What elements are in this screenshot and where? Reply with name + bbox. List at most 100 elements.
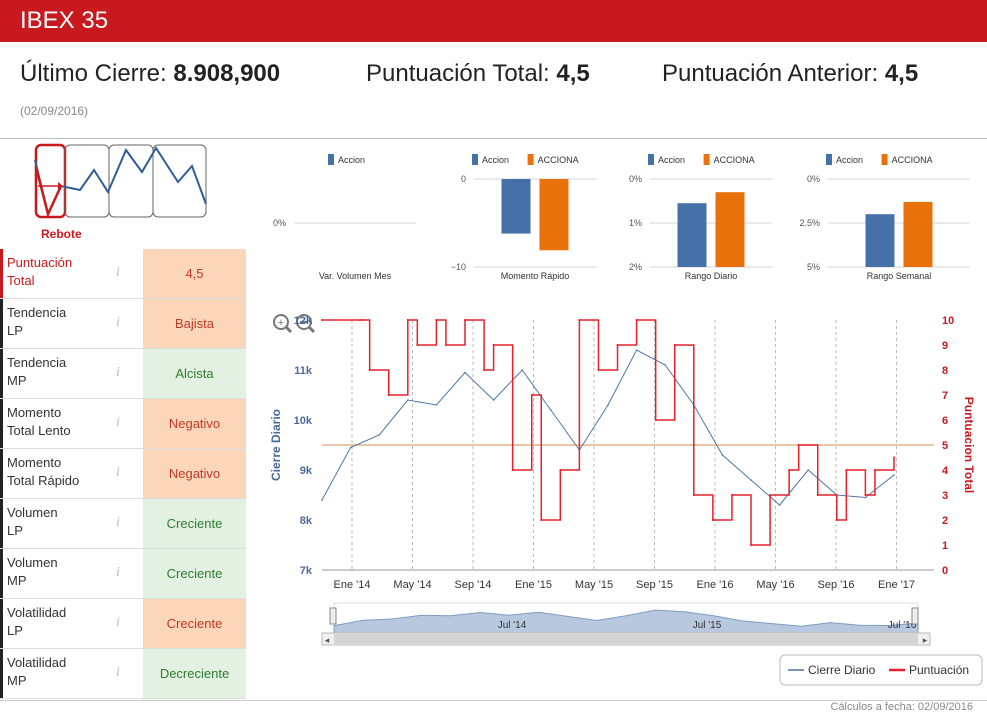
data-point xyxy=(444,344,447,346)
info-icon[interactable]: i xyxy=(116,465,120,480)
data-point xyxy=(692,494,695,496)
y-tick-label: 7k xyxy=(300,565,313,577)
x-tick-label: May '15 xyxy=(575,579,613,591)
stats-strip: Último Cierre: 8.908,900 Puntuación Tota… xyxy=(0,60,987,90)
indicator-label: Momento Total Rápido xyxy=(0,449,141,498)
indicator-label-line1: Momento xyxy=(7,455,62,470)
indicator-row: Puntuación Total i 4,5 xyxy=(0,249,246,299)
indicator-value: 4,5 xyxy=(143,249,246,298)
x-axis-label: Var. Volumen Mes xyxy=(319,271,392,281)
data-point xyxy=(797,444,800,446)
data-point xyxy=(359,319,362,321)
y2-tick-label: 0 xyxy=(942,565,948,577)
indicator-label-line2: LP xyxy=(7,623,23,638)
data-point xyxy=(835,519,838,521)
data-point xyxy=(864,496,867,499)
indicator-label-line2: MP xyxy=(7,573,27,588)
navigator-handle-left[interactable] xyxy=(329,607,337,625)
indicator-label-line2: Total Lento xyxy=(7,423,71,438)
data-point xyxy=(750,479,752,481)
data-point xyxy=(864,494,867,496)
data-point xyxy=(721,454,724,456)
indicator-label-line2: LP xyxy=(7,323,23,338)
legend-label: Cierre Diario xyxy=(808,663,876,677)
indicator-row: Momento Total Rápido i Negativo xyxy=(0,449,246,499)
range-navigator[interactable]: Jul '14 Jul '15 Jul '16 xyxy=(329,602,919,634)
x-tick-label: Ene '16 xyxy=(697,579,734,591)
y2-tick-label: 8 xyxy=(942,365,948,377)
indicator-row: Volatilidad MP i Decreciente xyxy=(0,649,246,699)
y-tick-label: −10 xyxy=(451,262,466,272)
y2-tick-label: 4 xyxy=(942,465,949,477)
header-bar: IBEX 35 xyxy=(0,0,987,42)
info-icon[interactable]: i xyxy=(116,315,120,330)
navigator-handle-right[interactable] xyxy=(911,607,919,625)
data-point xyxy=(435,404,438,406)
data-point xyxy=(893,474,895,476)
indicator-value: Negativo xyxy=(143,399,246,448)
footer-divider xyxy=(0,700,987,701)
y-tick-label: 0 xyxy=(461,174,466,184)
data-point xyxy=(559,469,562,471)
row-divider xyxy=(0,448,246,449)
info-icon[interactable]: i xyxy=(116,565,120,580)
bar-chart-momento-rapido: Accion ACCIONA 0 −10 Momento Rápido xyxy=(451,154,596,281)
info-icon[interactable]: i xyxy=(116,265,120,280)
data-point xyxy=(464,371,466,374)
zoom-in-icon[interactable]: + xyxy=(273,314,293,334)
y-tick-label: 11k xyxy=(294,365,313,377)
navigator-label: Jul '14 xyxy=(498,620,527,631)
y2-tick-label: 2 xyxy=(942,515,948,527)
x-tick-label: May '16 xyxy=(756,579,794,591)
main-line-chart[interactable]: + Ene '14 May '14 Sep '14 Ene '15 May '15 Sep … xyxy=(248,300,987,700)
y-tick-label: 0% xyxy=(273,218,286,228)
bar-chart-rango-semanal: Accion ACCIONA 0% 2.5% 5% Rango Semanal xyxy=(799,154,970,281)
y-tick-label: 10k xyxy=(294,415,313,427)
bar xyxy=(715,192,745,267)
indicator-label-line2: LP xyxy=(7,523,23,538)
legend-label: ACCIONA xyxy=(892,155,933,165)
previous-score-value: 4,5 xyxy=(884,60,919,87)
data-point xyxy=(730,494,733,496)
info-icon[interactable]: i xyxy=(116,415,120,430)
legend-swatch xyxy=(826,154,832,165)
info-icon[interactable]: i xyxy=(116,665,120,680)
previous-score: Puntuación Anterior: 4,5 xyxy=(662,60,918,88)
data-point xyxy=(845,469,848,471)
indicator-label: Puntuación Total xyxy=(0,249,141,298)
rebote-logo: Rebote xyxy=(34,143,207,241)
indicator-label: Tendencia LP xyxy=(0,299,141,348)
last-close-label: Último Cierre: xyxy=(20,60,167,87)
legend-box xyxy=(779,654,983,686)
data-point xyxy=(635,349,638,351)
y-tick-label: 5% xyxy=(807,262,820,272)
scrollbar-thumb xyxy=(334,634,918,644)
info-icon[interactable]: i xyxy=(116,615,120,630)
y2-tick-label: 5 xyxy=(942,440,948,452)
data-point xyxy=(769,494,772,496)
zoom-out-icon[interactable] xyxy=(296,314,316,334)
indicator-value: Alcista xyxy=(143,349,246,398)
data-point xyxy=(616,344,619,346)
legend-swatch xyxy=(881,154,888,165)
indicator-label-line1: Puntuación xyxy=(7,255,73,270)
indicator-label-line2: MP xyxy=(7,373,27,388)
indicator-value: Creciente xyxy=(143,549,246,598)
data-point xyxy=(521,369,523,371)
indicator-value: Creciente xyxy=(143,599,246,648)
info-icon[interactable]: i xyxy=(116,515,120,530)
y2-tick-label: 3 xyxy=(942,490,948,502)
data-point xyxy=(321,319,323,321)
indicator-label-line1: Volatilidad xyxy=(7,605,67,620)
bar xyxy=(501,179,531,234)
y-tick-label: 1% xyxy=(629,218,642,228)
data-point xyxy=(378,434,380,436)
navigator-label: Jul '16 xyxy=(888,620,917,631)
x-tick-label: Ene '14 xyxy=(334,579,371,591)
total-score: Puntuación Total: 4,5 xyxy=(366,60,590,88)
last-close: Último Cierre: 8.908,900 xyxy=(20,60,280,88)
row-divider xyxy=(0,398,246,399)
legend-label: Accion xyxy=(658,155,685,165)
info-icon[interactable]: i xyxy=(116,365,120,380)
x-axis-label: Rango Diario xyxy=(685,271,738,281)
